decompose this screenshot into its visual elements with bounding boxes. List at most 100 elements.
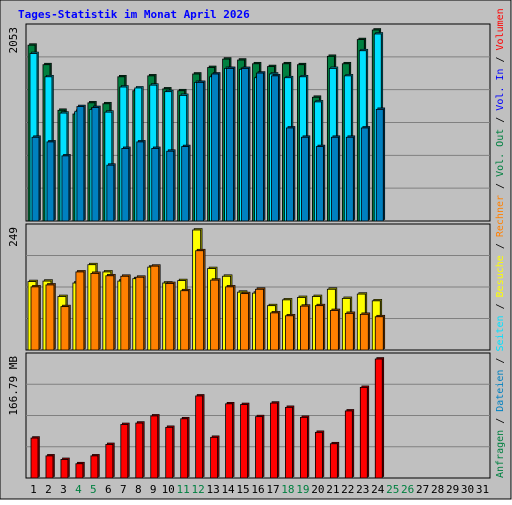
x-axis-day-label: 29 — [446, 483, 459, 496]
right-legend-item: Vol. Out — [495, 129, 506, 177]
volume-chart-bar-volumen-day-1 — [30, 437, 39, 479]
right-legend-separator: / — [495, 297, 506, 315]
visits-chart-bar-rechner-day-13 — [210, 279, 220, 351]
volume-chart-bar-volumen-day-12 — [195, 395, 204, 479]
hits-chart-bar-seiten-day-4 — [76, 106, 85, 222]
right-legend-item: Volumen — [495, 8, 506, 50]
visits-chart-bar-rechner-day-3 — [60, 306, 70, 351]
visits-chart-y-max-label: 249 — [7, 227, 20, 247]
visits-chart-bar-rechner-day-5 — [90, 272, 100, 351]
right-legend-separator: / — [495, 412, 506, 430]
visits-chart-bar-rechner-day-7 — [120, 275, 130, 351]
right-legend-separator: / — [495, 177, 506, 195]
hits-chart-bar-seiten-day-18 — [286, 127, 294, 222]
x-axis-day-label: 11 — [177, 483, 190, 496]
volume-chart-bar-volumen-day-20 — [314, 431, 323, 479]
x-axis-day-label: 30 — [461, 483, 474, 496]
visits-chart-bar-rechner-day-21 — [329, 310, 339, 351]
volume-chart-bar-volumen-day-6 — [105, 444, 114, 479]
volume-chart-bar-volumen-day-22 — [344, 410, 353, 479]
x-axis-day-label: 5 — [90, 483, 97, 496]
volume-chart-bar-volumen-day-18 — [285, 406, 293, 479]
x-axis-day-label: 17 — [266, 483, 279, 496]
x-axis-day-label: 16 — [251, 483, 264, 496]
x-axis-day-label: 28 — [431, 483, 444, 496]
hits-chart-bar-seiten-day-12 — [196, 81, 205, 222]
x-axis-day-label: 3 — [60, 483, 67, 496]
visits-chart-bar-rechner-day-6 — [105, 275, 115, 351]
visits-chart-bar-rechner-day-10 — [165, 283, 175, 351]
volume-chart-bar-volumen-day-2 — [45, 455, 54, 479]
volume-chart-bar-volumen-day-15 — [240, 404, 248, 479]
hits-chart-bar-seiten-day-21 — [330, 136, 339, 222]
hits-chart-bar-seiten-day-17 — [271, 75, 279, 222]
volume-chart-bar-volumen-day-14 — [225, 403, 233, 479]
visits-chart-bar-rechner-day-18 — [285, 315, 294, 351]
hits-chart-bar-seiten-day-10 — [166, 150, 175, 222]
visits-chart-bar-rechner-day-19 — [300, 305, 309, 351]
hits-chart-bar-seiten-day-7 — [121, 148, 130, 222]
visits-chart-bar-rechner-day-16 — [255, 288, 264, 351]
visits-chart-bar-rechner-day-9 — [150, 265, 160, 351]
right-legend-separator: / — [495, 352, 506, 370]
x-axis-day-label: 13 — [206, 483, 219, 496]
x-axis-day-label: 31 — [476, 483, 489, 496]
chart-title: Tages-Statistik im Monat April 2026 — [18, 8, 250, 21]
hits-chart-bar-seiten-day-14 — [226, 68, 234, 222]
volume-chart-bar-volumen-day-24 — [374, 358, 383, 479]
visits-chart-bar-rechner-day-22 — [344, 312, 354, 351]
visits-chart-bar-rechner-day-14 — [225, 286, 234, 351]
x-axis-day-label: 14 — [221, 483, 235, 496]
x-axis-day-label: 10 — [162, 483, 175, 496]
right-legend-separator: / — [495, 111, 506, 129]
visits-chart-bar-rechner-day-17 — [270, 312, 279, 351]
x-axis-day-label: 27 — [416, 483, 429, 496]
x-axis-day-label: 25 — [386, 483, 399, 496]
right-legend-item: Vol. In — [495, 69, 506, 111]
hits-chart-bar-seiten-day-1 — [31, 136, 40, 222]
volume-chart-bar-volumen-day-7 — [120, 424, 129, 479]
x-axis-day-label: 26 — [401, 483, 414, 496]
x-axis-day-label: 6 — [105, 483, 112, 496]
x-axis-day-label: 22 — [341, 483, 354, 496]
right-legend-item: Seiten — [495, 315, 506, 351]
right-legend-item: Besuche — [495, 255, 506, 297]
x-axis-day-label: 18 — [281, 483, 294, 496]
hits-chart-bar-seiten-day-5 — [91, 107, 100, 222]
x-axis-day-label: 21 — [326, 483, 339, 496]
visits-chart-bar-rechner-day-24 — [374, 316, 384, 351]
volume-chart-bar-volumen-day-3 — [60, 459, 69, 479]
x-axis-day-label: 4 — [75, 483, 82, 496]
visits-chart-bar-rechner-day-2 — [45, 284, 55, 351]
volume-chart-bar-volumen-day-5 — [90, 455, 99, 479]
volume-chart-bar-volumen-day-4 — [75, 463, 84, 479]
visits-chart-bar-rechner-day-4 — [75, 271, 85, 351]
x-axis-day-label: 1 — [30, 483, 37, 496]
hits-chart-bar-seiten-day-20 — [315, 146, 324, 222]
visits-chart-bar-rechner-day-12 — [195, 250, 205, 351]
hits-chart-bar-seiten-day-15 — [241, 68, 249, 222]
right-legend-item: Anfragen — [495, 430, 506, 478]
hits-chart-y-max-label: 2053 — [7, 27, 20, 54]
volume-chart-bar-volumen-day-16 — [255, 416, 263, 479]
visits-chart-bar-rechner-day-8 — [135, 276, 145, 351]
volume-chart-bar-volumen-day-23 — [359, 386, 368, 479]
visits-chart-bar-rechner-day-15 — [240, 293, 249, 351]
hits-chart-bar-seiten-day-16 — [256, 72, 264, 222]
hits-chart-bar-seiten-day-24 — [375, 108, 384, 222]
volume-chart-bar-volumen-day-21 — [329, 443, 338, 479]
x-axis-day-label: 20 — [311, 483, 324, 496]
x-axis-day-label: 24 — [371, 483, 385, 496]
volume-chart-y-max-label: 166.79 MB — [7, 356, 20, 416]
x-axis-day-label: 2 — [45, 483, 52, 496]
visits-chart-bar-rechner-day-11 — [180, 290, 190, 351]
x-axis-day-label: 23 — [356, 483, 369, 496]
right-legend-item: Dateien — [495, 370, 506, 412]
hits-chart-bar-seiten-day-23 — [360, 127, 369, 222]
hits-chart-bar-seiten-day-22 — [345, 136, 354, 222]
hits-chart-bar-seiten-day-13 — [211, 73, 220, 222]
x-axis-day-label: 12 — [192, 483, 205, 496]
x-axis-day-label: 9 — [150, 483, 157, 496]
